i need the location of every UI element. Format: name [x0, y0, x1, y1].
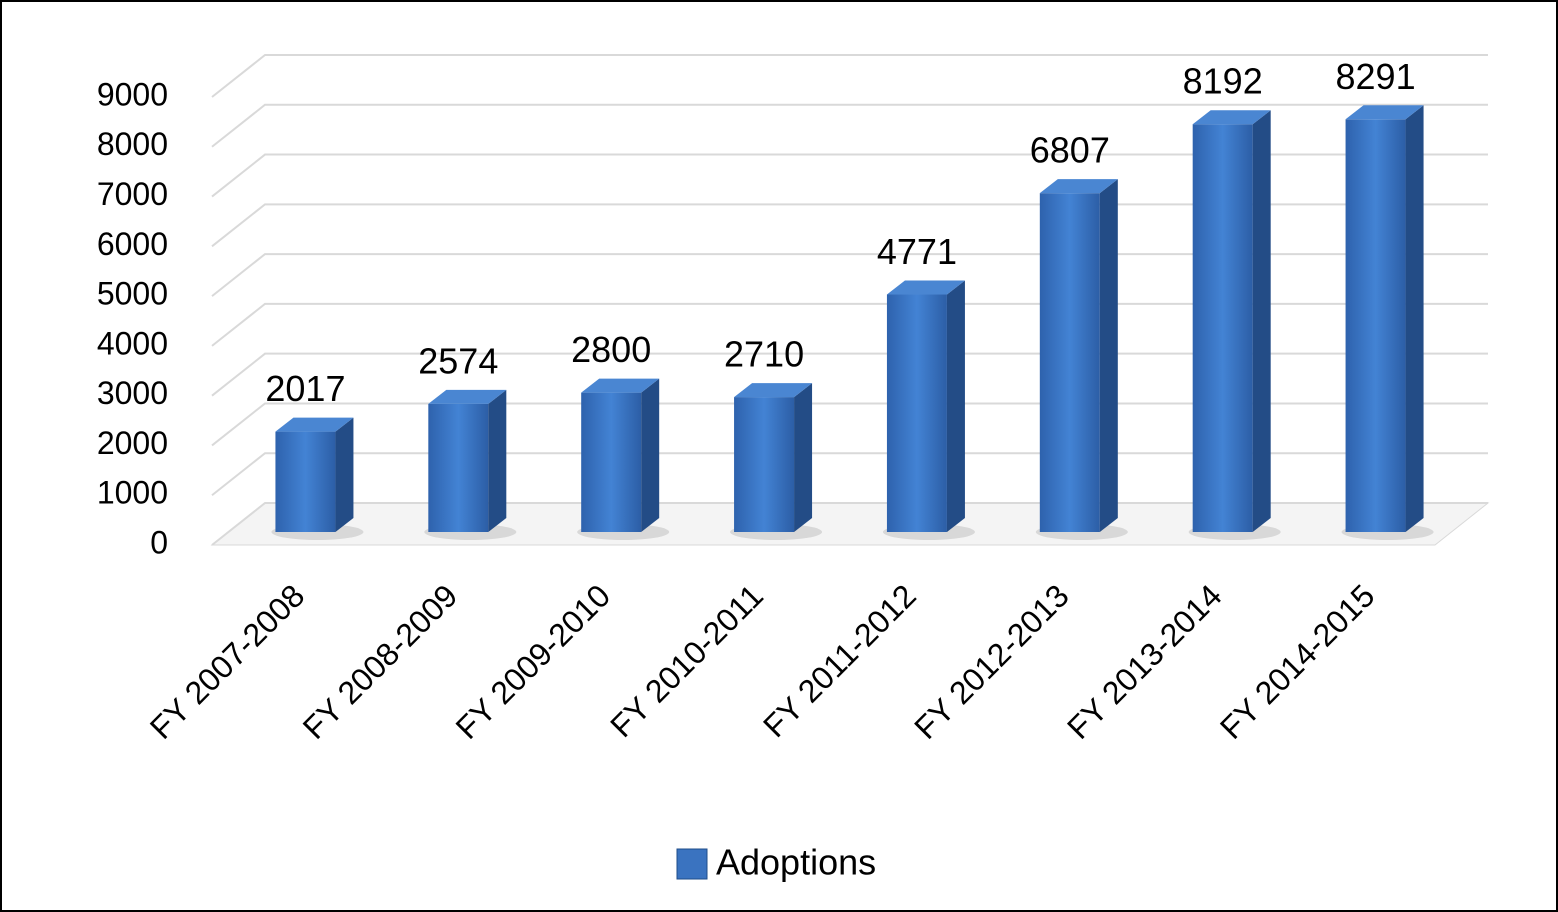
bar-front	[1192, 124, 1253, 532]
bar-side	[794, 383, 813, 532]
grid-line	[211, 153, 1488, 198]
bar	[275, 417, 354, 532]
data-label: 8192	[1183, 61, 1263, 102]
data-label: 8291	[1336, 56, 1416, 97]
grid-line	[211, 54, 1488, 98]
bar-front	[734, 397, 795, 532]
y-tick-label: 8000	[97, 126, 168, 162]
bar	[1345, 105, 1424, 532]
bar-side	[641, 378, 660, 532]
bar-side	[1099, 179, 1118, 533]
y-tick-label: 1000	[97, 475, 168, 511]
data-label: 2017	[265, 368, 345, 409]
data-label: 2800	[571, 329, 651, 370]
bar-front	[1345, 119, 1406, 532]
bar	[428, 389, 507, 532]
bar-top	[1039, 179, 1118, 194]
legend-label: Adoptions	[716, 842, 876, 883]
y-tick-label: 0	[150, 524, 168, 560]
bar	[1192, 110, 1271, 532]
y-tick-label: 2000	[97, 425, 168, 461]
bar-top	[581, 378, 660, 393]
y-tick-label: 9000	[97, 76, 168, 112]
bar	[886, 280, 965, 532]
data-label: 2710	[724, 334, 804, 375]
bar-side	[1405, 105, 1424, 532]
y-tick-label: 4000	[97, 325, 168, 361]
grid-line	[211, 103, 1488, 148]
floor	[210, 502, 1490, 546]
bar-side	[335, 417, 354, 532]
y-tick-label: 5000	[97, 276, 168, 312]
bar-front	[275, 431, 336, 532]
bar	[1039, 179, 1118, 533]
bar-top	[275, 417, 354, 432]
bar	[581, 378, 660, 532]
bar-top	[886, 280, 965, 295]
bar-front	[581, 392, 642, 532]
y-tick-label: 3000	[97, 375, 168, 411]
bar-top	[1192, 110, 1271, 125]
data-label: 4771	[877, 231, 957, 272]
bar-side	[488, 389, 507, 532]
bar-top	[734, 383, 813, 398]
bar-side	[946, 280, 965, 532]
bar-front	[1039, 193, 1100, 533]
y-tick-label: 7000	[97, 176, 168, 212]
bar-side	[1252, 110, 1271, 532]
y-tick-label: 6000	[97, 226, 168, 262]
legend-swatch	[676, 848, 708, 880]
data-label: 6807	[1030, 130, 1110, 171]
bar-front	[886, 294, 947, 532]
data-label: 2574	[418, 340, 498, 381]
bar-top	[1345, 105, 1424, 120]
bar	[734, 383, 813, 532]
bar-top	[428, 389, 507, 404]
bar-front	[428, 403, 489, 532]
